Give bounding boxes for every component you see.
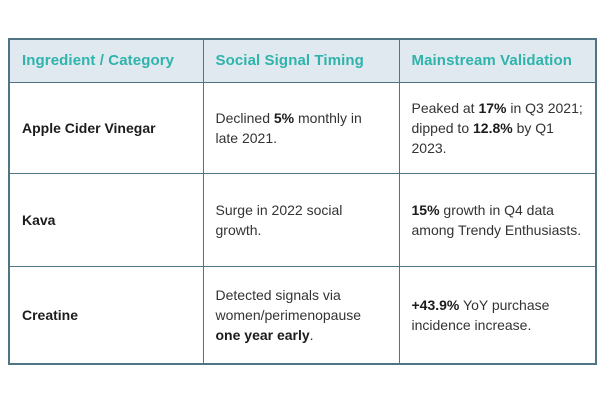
timing-cell: Detected signals via women/perimenopause… — [202, 265, 400, 365]
table-row: Creatine Detected signals via women/perim… — [8, 265, 597, 365]
timing-cell: Surge in 2022 social growth. — [202, 172, 400, 267]
column-header-mainstream-validation: Mainstream Validation — [398, 38, 597, 83]
table-row: Apple Cider Vinegar Declined 5% monthly i… — [8, 81, 597, 174]
table-container: Ingredient / Category Social Signal Timi… — [8, 38, 597, 365]
ingredient-cell: Apple Cider Vinegar — [8, 81, 204, 174]
timing-cell: Declined 5% monthly in late 2021. — [202, 81, 400, 174]
validation-cell: Peaked at 17% in Q3 2021; dipped to 12.8… — [398, 81, 597, 174]
ingredient-cell: Creatine — [8, 265, 204, 365]
validation-cell: 15% growth in Q4 data among Trendy Enthu… — [398, 172, 597, 267]
ingredient-cell: Kava — [8, 172, 204, 267]
table-body: Apple Cider Vinegar Declined 5% monthly i… — [8, 81, 597, 365]
table-row: Kava Surge in 2022 social growth. 15% grow… — [8, 172, 597, 267]
header-row: Ingredient / Category Social Signal Timi… — [8, 38, 597, 83]
column-header-social-signal-timing: Social Signal Timing — [202, 38, 400, 83]
ingredient-trend-table: Ingredient / Category Social Signal Timi… — [8, 38, 597, 365]
validation-cell: +43.9% YoY purchase incidence increase. — [398, 265, 597, 365]
column-header-ingredient: Ingredient / Category — [8, 38, 204, 83]
